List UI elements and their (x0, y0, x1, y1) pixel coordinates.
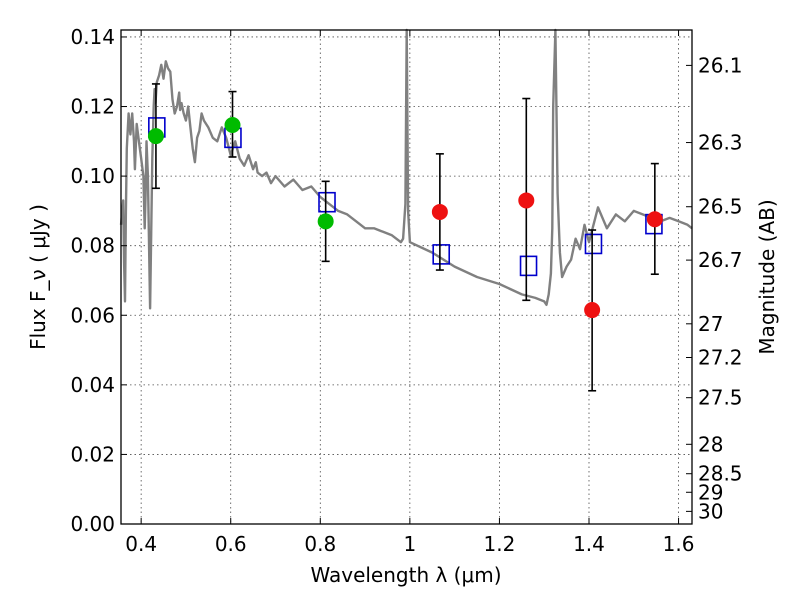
y-tick-label: 0.02 (70, 442, 115, 466)
y-tick-label: 0.00 (70, 512, 115, 536)
nondetection-point (646, 211, 663, 228)
spectrum-layer (119, 28, 693, 310)
model-square-point (432, 244, 451, 265)
y-tick-label: 0.06 (70, 303, 115, 327)
y-tick-label: 0.12 (70, 95, 115, 119)
nondetection-point (431, 203, 448, 220)
x-tick-label: 1.6 (663, 532, 695, 556)
model-square-point (519, 255, 538, 277)
right-tick-label: 29 (698, 480, 723, 504)
nondetection-point (518, 192, 535, 209)
points-layer (147, 83, 663, 392)
ticks-layer: 0.4 0.6 0.8 1 1.2 1.4 1.6 0.00 0.02 0.04 0.06 0.08 0… (70, 25, 742, 556)
y-axis-label-right: Magnitude (AB) (755, 199, 779, 354)
model-square-point (318, 191, 336, 213)
y-axis-label: Flux F_ν ( μJy ) (26, 204, 50, 350)
x-tick-label: 1.4 (573, 532, 605, 556)
right-tick-label: 26.1 (698, 53, 743, 77)
y-tick-label: 0.08 (70, 234, 115, 258)
right-tick-label: 26.5 (698, 195, 743, 219)
detection-point (147, 128, 164, 145)
plot-frame (120, 29, 693, 525)
right-tick-label: 28 (698, 432, 723, 456)
x-tick-label: 0.4 (125, 532, 157, 556)
detection-point (317, 213, 334, 230)
x-axis-label: Wavelength λ (μm) (310, 563, 501, 587)
x-tick-label: 0.8 (304, 532, 336, 556)
x-tick-label: 0.6 (215, 532, 247, 556)
right-tick-label: 30 (698, 499, 723, 523)
y-tick-label: 0.14 (70, 25, 115, 49)
right-tick-label: 28.5 (698, 462, 743, 486)
right-tick-label: 27.5 (698, 386, 743, 410)
y-tick-label: 0.04 (70, 373, 115, 397)
nondetection-point (584, 302, 601, 319)
x-tick-label: 1 (403, 532, 416, 556)
x-tick-label: 1.2 (484, 532, 516, 556)
right-tick-label: 26.3 (698, 131, 743, 155)
spectrum-line (119, 28, 693, 310)
detection-point (224, 116, 241, 133)
right-tick-label: 26.7 (698, 248, 743, 272)
right-tick-label: 27 (698, 312, 723, 336)
right-tick-label: 27.2 (698, 345, 743, 369)
y-tick-label: 0.10 (70, 164, 115, 188)
model-square-point (584, 233, 603, 255)
